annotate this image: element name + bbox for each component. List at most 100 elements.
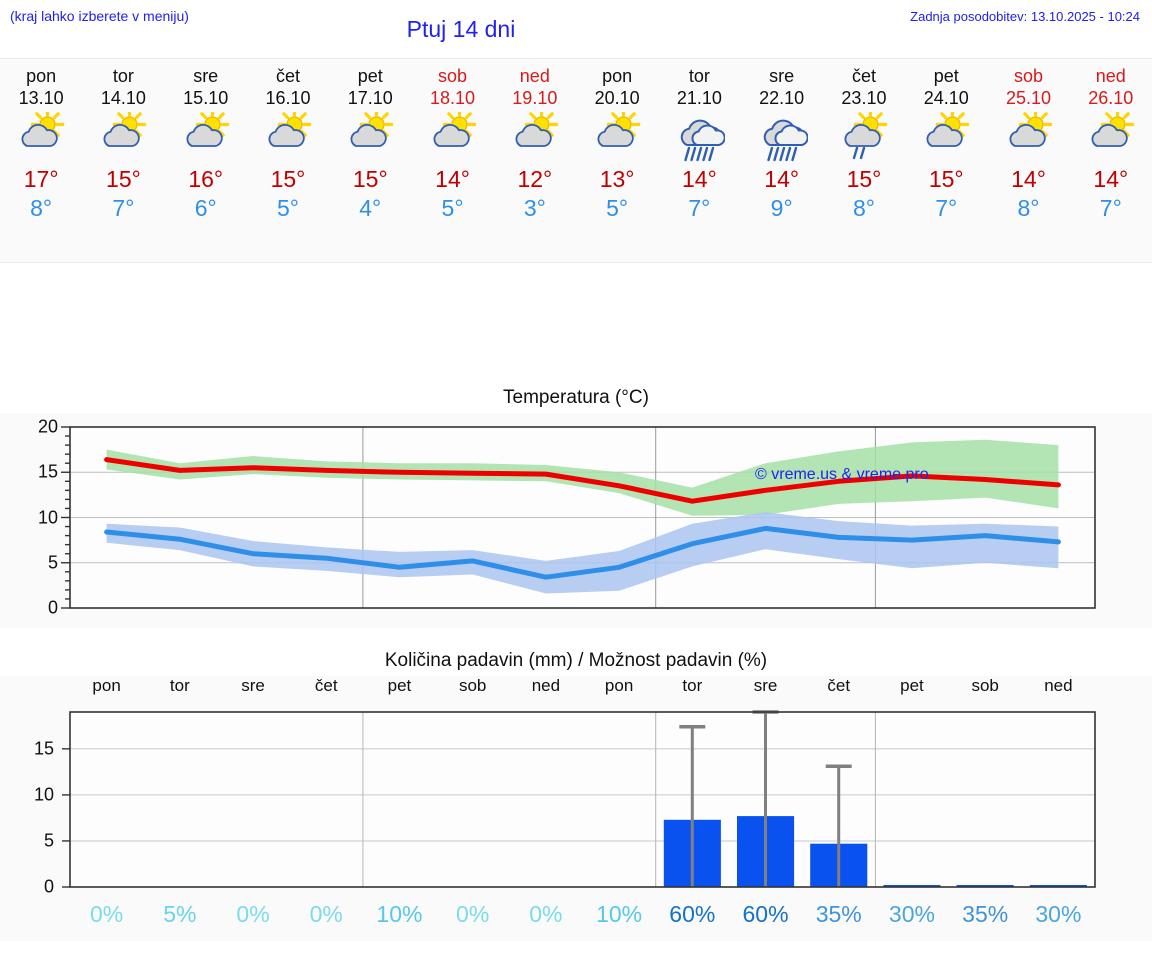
precipitation-probability-label: 30% [1035, 901, 1082, 927]
day-date: 13.10 [18, 88, 64, 108]
page-title-text: Ptuj 14 dni [406, 16, 516, 42]
day-name: pet [933, 66, 959, 86]
daily-forecast-strip: pon 13.10 17° 8° tor 14.10 15° 7° sre 15.10 16° 6° č… [0, 58, 1152, 263]
cloud-rain-icon [756, 111, 808, 163]
day-name: ned [519, 66, 550, 86]
precipitation-probability-label: 0% [89, 901, 124, 927]
day-max-temp: 15° [928, 166, 964, 192]
precipitation-probability-label: 35% [815, 901, 862, 927]
precipitation-day-label: tor [682, 676, 703, 695]
day-min-temp: 6° [194, 195, 217, 221]
day-name: čet [275, 66, 300, 86]
min-temp-line [104, 525, 1061, 580]
day-column[interactable]: ned 19.10 12° 3° [494, 59, 576, 262]
day-column[interactable]: pon 13.10 17° 8° [0, 59, 82, 262]
spacer [0, 263, 1152, 381]
sun-behind-cloud-icon [180, 111, 232, 163]
day-column[interactable]: sre 22.10 14° 9° [741, 59, 823, 262]
precipitation-bar [883, 885, 941, 887]
sun-behind-cloud-icon [344, 111, 396, 163]
sun-behind-cloud-icon [591, 111, 643, 163]
day-date: 21.10 [676, 88, 722, 108]
precipitation-day-label: pet [900, 676, 924, 695]
precipitation-chart-block: Količina padavin (mm) / Možnost padavin … [0, 644, 1152, 941]
day-name: tor [688, 66, 710, 86]
day-column[interactable]: pet 24.10 15° 7° [905, 59, 987, 262]
day-date: 17.10 [347, 88, 393, 108]
precipitation-bar [956, 885, 1014, 887]
precipitation-chart-title: Količina padavin (mm) / Možnost padavin … [0, 644, 1152, 676]
day-column[interactable]: ned 26.10 14° 7° [1070, 59, 1152, 262]
sun-behind-cloud-icon [920, 111, 972, 163]
precipitation-probability-label: 30% [888, 901, 935, 927]
day-max-temp: 15° [846, 166, 882, 192]
precipitation-probability-label: 5% [163, 901, 197, 927]
day-max-temp: 15° [352, 166, 388, 192]
sun-behind-cloud-icon [427, 111, 479, 163]
spacer-2 [0, 628, 1152, 644]
day-min-temp: 5° [441, 195, 464, 221]
day-column[interactable]: pon 20.10 13° 5° [576, 59, 658, 262]
day-min-temp: 4° [359, 195, 382, 221]
precipitation-bar [1029, 885, 1087, 887]
day-column[interactable]: sob 25.10 14° 8° [987, 59, 1069, 262]
day-name: sob [438, 66, 468, 86]
precipitation-day-label: pon [604, 676, 634, 695]
max-temp-line [104, 457, 1061, 504]
day-name: ned [1095, 66, 1126, 86]
precipitation-probability-label: 0% [309, 901, 343, 927]
day-name: sre [193, 66, 219, 86]
day-max-temp: 13° [599, 166, 635, 192]
day-max-temp: 14° [682, 166, 717, 192]
day-min-temp: 8° [852, 195, 875, 221]
sun-behind-cloud-icon [1003, 111, 1055, 163]
sun-behind-cloud-icon [509, 111, 561, 163]
min-temp-range-band [106, 512, 1059, 594]
precipitation-probability-label: 60% [742, 901, 789, 927]
precipitation-day-label: sre [241, 676, 265, 695]
day-date: 26.10 [1088, 88, 1134, 108]
precipitation-probability-label: 0% [456, 901, 490, 927]
precipitation-day-label: čet [827, 676, 851, 695]
day-date: 23.10 [841, 88, 887, 108]
day-column[interactable]: sre 15.10 16° 6° [165, 59, 247, 262]
day-max-temp: 12° [517, 166, 553, 192]
day-column[interactable]: tor 14.10 15° 7° [82, 59, 164, 262]
sun-behind-cloud-icon [1085, 111, 1137, 163]
sun-behind-cloud-icon [15, 111, 67, 163]
day-min-temp: 7° [688, 195, 711, 221]
precipitation-plot [62, 710, 1096, 888]
day-min-temp: 5° [276, 195, 299, 221]
day-max-temp: 15° [106, 166, 141, 192]
precipitation-day-label: sre [753, 676, 778, 695]
day-column[interactable]: čet 16.10 15° 5° [247, 59, 329, 262]
precipitation-probability-label: 0% [529, 901, 563, 927]
temperature-plot [61, 426, 1096, 609]
day-column[interactable]: tor 21.10 14° 7° [658, 59, 740, 262]
sun-behind-cloud-icon [97, 111, 149, 163]
precipitation-probability-row: 0% 5% 0% 0% 10% 0% 0% 10% 60% 60% 35% 30% 35% 30% [0, 897, 1152, 941]
day-date: 18.10 [430, 88, 476, 108]
day-min-temp: 7° [112, 195, 135, 221]
temperature-y-tick: 5 [47, 552, 58, 573]
precipitation-day-label: pon [92, 676, 121, 695]
precipitation-probability-label: 10% [596, 901, 643, 927]
temperature-y-tick: 10 [37, 507, 58, 527]
day-column[interactable]: pet 17.10 15° 4° [329, 59, 411, 262]
day-max-temp: 14° [1011, 166, 1046, 192]
precipitation-y-tick: 10 [33, 784, 54, 805]
day-column[interactable]: čet 23.10 15° 8° [823, 59, 905, 262]
day-name: sob [1014, 66, 1044, 86]
day-name: sre [769, 66, 795, 86]
last-updated-text: Zadnja posodobitev: 13.10.2025 - 10:24 [910, 9, 1140, 24]
day-name: pon [602, 66, 633, 86]
day-column[interactable]: sob 18.10 14° 5° [411, 59, 493, 262]
precipitation-day-label: čet [314, 676, 338, 695]
day-name: pon [26, 66, 57, 86]
day-date: 25.10 [1005, 88, 1052, 108]
day-date: 16.10 [265, 88, 311, 108]
day-date: 20.10 [594, 88, 640, 108]
day-max-temp: 14° [435, 166, 470, 192]
precipitation-y-tick: 5 [43, 830, 54, 851]
day-min-temp: 7° [1099, 195, 1122, 221]
